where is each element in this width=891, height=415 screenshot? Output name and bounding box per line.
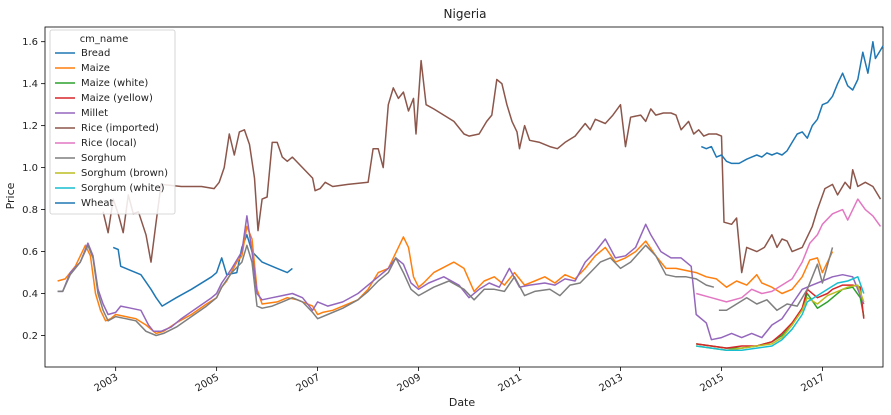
y-tick-label: 1.0 [22,163,38,174]
x-tick-label: 2005 [194,372,222,394]
x-axis-title: Date [449,396,476,409]
legend-label-sorghum: Sorghum [81,153,126,164]
legend-label-maize: Maize [81,63,110,74]
x-tick-label: 2009 [396,372,424,394]
y-tick-label: 0.2 [22,331,38,342]
y-tick-label: 1.4 [22,79,38,90]
series-line-rice-imported [102,59,882,274]
legend-label-maize-yellow: Maize (yellow) [81,93,153,104]
series-line-bread [112,234,293,307]
plot-area [44,26,884,368]
y-axis: 0.2 0.4 0.6 0.8 1.0 1.2 1.4 1.6 [22,37,45,342]
series-line-sorghum-brown [696,284,865,351]
plot-frame [44,26,884,368]
series-line-maize-yellow [696,284,865,349]
series-line-maize [57,225,834,335]
legend: cm_name Bread Maize Maize (white) Maize (ye… [49,29,176,215]
series-lines [57,40,884,351]
series-line-rice-local [696,198,882,303]
x-tick-label: 2003 [93,372,121,394]
series-line-millet [57,215,865,341]
series-line-wheat [701,40,884,165]
series-line-sorghum-white [696,276,865,351]
legend-label-sorghum-white: Sorghum (white) [81,183,165,194]
x-tick-label: 2015 [698,372,726,394]
x-tick-label: 2011 [496,372,524,394]
legend-title: cm_name [80,34,129,45]
legend-items: Bread Maize Maize (white) Maize (yellow) Mil… [55,48,168,209]
legend-label-sorghum-brown: Sorghum (brown) [81,168,168,179]
legend-label-wheat: Wheat [81,198,114,209]
x-tick-label: 2013 [597,372,625,394]
y-tick-label: 0.6 [22,247,38,258]
y-tick-label: 0.8 [22,205,38,216]
x-tick-label: 2017 [799,372,827,394]
chart-title: Nigeria [444,7,487,21]
x-axis: 2003 2005 2007 2009 2011 2013 2015 2017 [93,367,827,394]
legend-box [49,29,176,215]
legend-label-rice-imported: Rice (imported) [81,123,159,134]
x-tick-label: 2007 [295,372,323,394]
legend-label-bread: Bread [81,48,110,59]
legend-label-millet: Millet [81,108,108,119]
series-line-sorghum [57,244,715,337]
legend-label-rice-local: Rice (local) [81,138,137,149]
y-tick-label: 1.6 [22,37,38,48]
legend-label-maize-white: Maize (white) [81,78,148,89]
y-axis-title: Price [4,182,17,209]
y-tick-label: 0.4 [22,289,38,300]
y-tick-label: 1.2 [22,121,38,132]
series-line-sorghum [718,247,834,312]
